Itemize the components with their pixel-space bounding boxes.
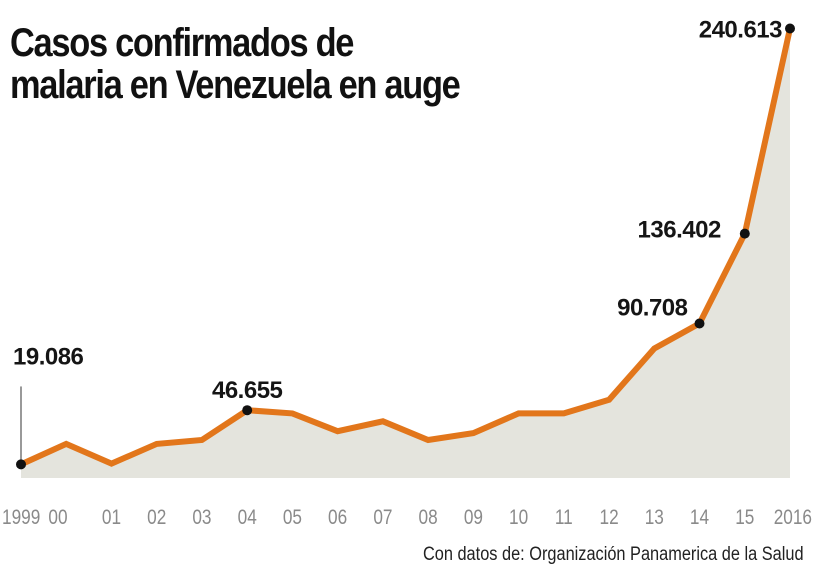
area-layer [21,28,790,478]
chart-title-line-1: Casos confirmados de [10,21,354,65]
source-note: Con datos de: Organización Panamerica de… [423,544,804,565]
x-tick-label-2015: 15 [735,507,754,530]
marker-1999 [16,459,26,470]
x-tick-label-2013: 13 [645,507,664,530]
x-tick-label-2008: 08 [419,507,438,530]
x-tick-label-2000: 00 [48,507,67,530]
data-label-2015: 136.402 [638,217,721,244]
x-tick-label-2012: 12 [600,507,619,530]
x-tick-label-2014: 14 [690,507,709,530]
x-tick-label-1999: 1999 [2,507,40,530]
marker-2004 [242,405,253,416]
chart-title-line-2: malaria en Venezuela en auge [10,63,461,107]
data-label-1999: 19.086 [13,343,84,370]
x-tick-label-2003: 03 [192,507,211,530]
x-tick-label-2011: 11 [555,507,573,530]
x-axis-ticks: 1999 00 01 02 03 04 05 06 07 08 09 10 11 12 13 14 15 2016 [2,507,812,530]
x-tick-label-2006: 06 [328,507,347,530]
x-tick-label-2004: 04 [238,507,257,530]
marker-2014 [694,318,705,329]
data-label-2004: 46.655 [212,377,283,404]
x-tick-label-2002: 02 [147,507,166,530]
area-fill [21,28,790,478]
chart-title: Casos confirmados de malaria en Venezuel… [10,21,461,107]
data-label-2016: 240.613 [699,17,782,44]
x-tick-label-2007: 07 [373,507,392,530]
marker-layer [16,23,795,470]
x-tick-label-2010: 10 [509,507,528,530]
x-tick-label-2016: 2016 [774,507,812,530]
data-label-2014: 90.708 [617,295,688,322]
x-tick-label-2001: 01 [102,507,121,530]
label-layer: 19.086 46.655 90.708 136.402 240.613 [13,17,783,405]
series-line [19,27,793,468]
x-tick-label-2009: 09 [464,507,483,530]
marker-2015 [739,228,750,239]
x-tick-label-2005: 05 [283,507,302,530]
marker-2016 [785,23,795,34]
